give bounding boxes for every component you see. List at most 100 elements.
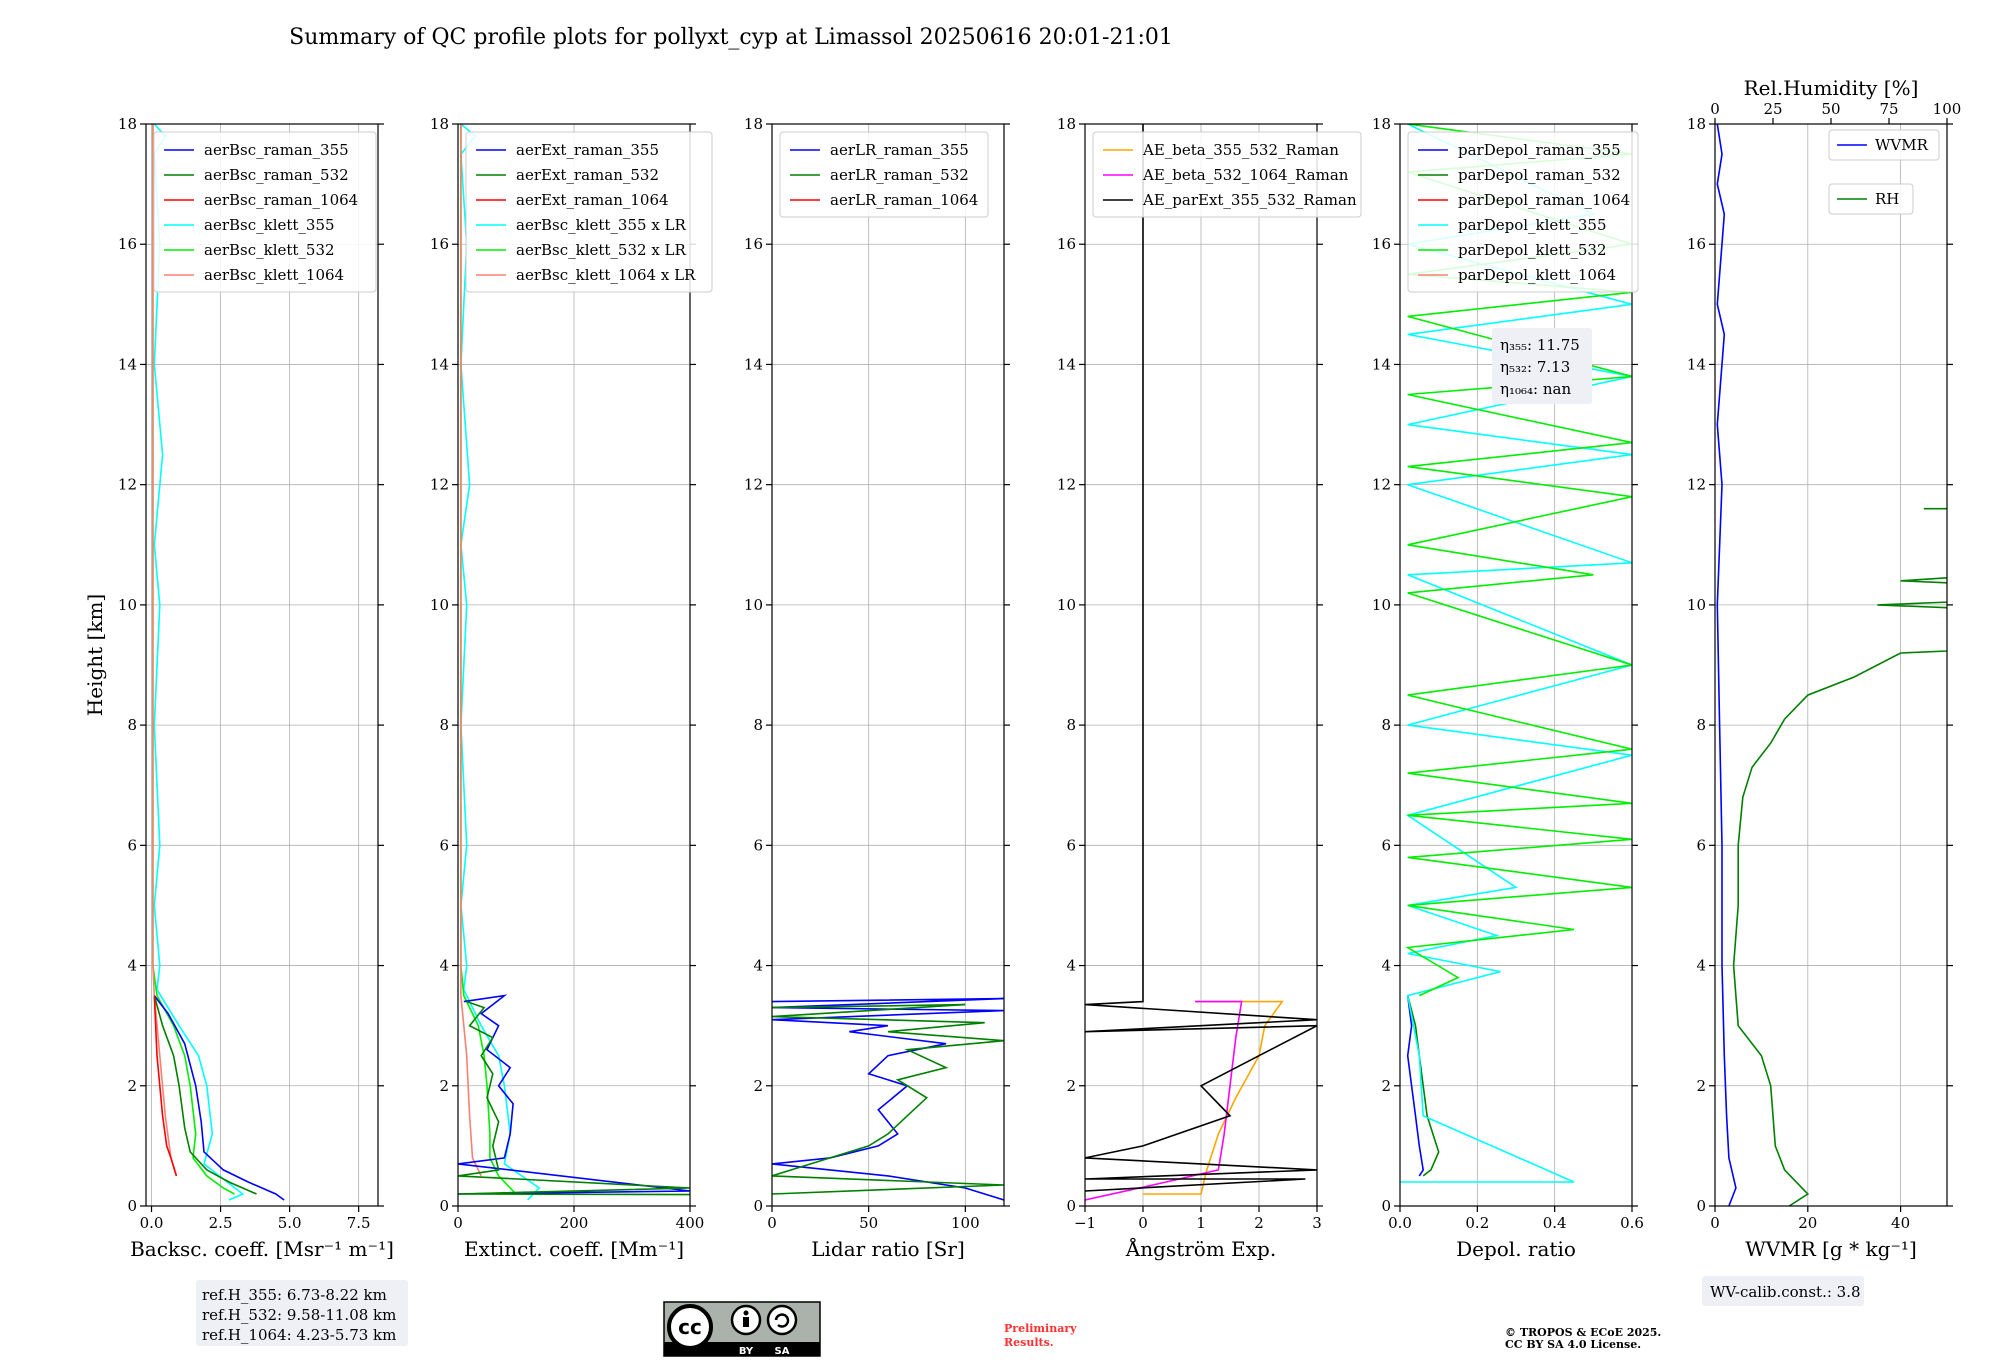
x-top-tick-label: 50	[1821, 100, 1840, 118]
y-tick-label: 4	[439, 957, 449, 975]
x-tick-label: 100	[951, 1214, 980, 1232]
plot-frame	[771, 123, 1005, 1207]
series-group	[458, 124, 690, 1201]
x-tick-label: 2	[1254, 1214, 1264, 1232]
y-tick-label: 18	[1057, 115, 1076, 133]
y-tick-label: 6	[1696, 836, 1706, 854]
y-tick-label: 4	[1381, 957, 1391, 975]
y-tick-label: 14	[1057, 355, 1076, 373]
x-axis-label: Ångström Exp.	[1125, 1236, 1276, 1261]
legend-label: aerBsc_raman_1064	[204, 191, 358, 209]
x-tick-label: 0.2	[1465, 1214, 1489, 1232]
wv-calibration-text: WV-calib.const.: 3.8	[1710, 1283, 1861, 1301]
y-tick-label: 4	[1696, 957, 1706, 975]
y-tick-label: 8	[1696, 716, 1706, 734]
svg-text:BY: BY	[739, 1346, 754, 1357]
text-line: © TROPOS & ECoE 2025.	[1505, 1326, 1661, 1339]
legend-label: aerLR_raman_1064	[830, 191, 978, 209]
series-line-aerBsc_klett_532 x LR	[460, 124, 517, 1195]
series-group	[1716, 124, 1947, 1206]
legend: aerExt_raman_355 aerExt_raman_532 aerExt_r…	[465, 131, 713, 293]
y-axis-label: Height [km]	[83, 594, 107, 716]
x-tick-label: 7.5	[347, 1214, 371, 1232]
x-tick-label: 40	[1891, 1214, 1910, 1232]
legend-label: aerBsc_klett_355 x LR	[516, 216, 687, 234]
reference-height-text: ref.H_1064: 4.23-5.73 km	[202, 1326, 396, 1344]
y-tick-label: 16	[1372, 235, 1391, 253]
copyright-note: © TROPOS & ECoE 2025. CC BY SA 4.0 Licens…	[1505, 1326, 1661, 1351]
y-tick-label: 18	[1687, 115, 1706, 133]
legend-label: parDepol_raman_532	[1458, 166, 1621, 184]
legend-label: aerBsc_klett_532	[204, 241, 335, 259]
legend-label: WVMR	[1875, 136, 1929, 154]
x-tick-label: 5.0	[278, 1214, 302, 1232]
series-line-parDepol_klett_355	[1400, 124, 1632, 1183]
y-tick-label: 16	[1057, 235, 1076, 253]
legend-label: aerExt_raman_532	[516, 166, 659, 184]
series-line-AE_parExt_355_532_Raman	[1085, 124, 1317, 1192]
y-tick-label: 10	[118, 596, 137, 614]
y-tick-label: 6	[1381, 836, 1391, 854]
x-tick-label: 200	[560, 1214, 589, 1232]
y-tick-label: 2	[1696, 1077, 1706, 1095]
series-group	[1085, 124, 1317, 1201]
legend-box	[465, 131, 713, 293]
y-tick-label: 8	[439, 716, 449, 734]
eta-calibration-text: η₁₀₆₄: nan	[1500, 380, 1571, 398]
legend: aerBsc_raman_355 aerBsc_raman_532 aerBsc_r…	[153, 131, 377, 293]
x-axis-label: Lidar ratio [Sr]	[811, 1237, 965, 1261]
x-tick-label: 3	[1312, 1214, 1322, 1232]
x-top-axis-label: Rel.Humidity [%]	[1744, 76, 1919, 100]
legend: aerLR_raman_355 aerLR_raman_532 aerLR_rama…	[779, 131, 989, 218]
y-tick-label: 18	[118, 115, 137, 133]
x-axis-label: Extinct. coeff. [Mm⁻¹]	[464, 1237, 684, 1261]
legend: AE_beta_355_532_Raman AE_beta_532_1064_Ra…	[1092, 131, 1362, 218]
y-tick-label: 0	[753, 1197, 763, 1215]
reference-height-box: ref.H_355: 6.73-8.22 km ref.H_532: 9.58-1…	[196, 1280, 408, 1346]
text-line: CC BY SA 4.0 License.	[1505, 1338, 1641, 1351]
text-line: Preliminary	[1004, 1322, 1077, 1335]
series-line-AE_beta_532_1064_Raman	[1085, 1000, 1243, 1201]
legend-label: parDepol_raman_355	[1458, 141, 1621, 159]
x-top-tick-label: 75	[1879, 100, 1898, 118]
y-tick-label: 4	[127, 957, 137, 975]
x-axis-label: Depol. ratio	[1456, 1237, 1576, 1261]
legend-box	[1828, 183, 1914, 215]
plot-frame	[1714, 123, 1948, 1207]
y-tick-label: 6	[439, 836, 449, 854]
y-tick-label: 10	[1372, 596, 1391, 614]
y-tick-label: 0	[127, 1197, 137, 1215]
cc-logo-icon	[667, 1304, 713, 1350]
series-line-AE_beta_355_532_Raman	[1143, 1000, 1284, 1195]
y-tick-label: 2	[1066, 1077, 1076, 1095]
legend-label: aerBsc_klett_1064 x LR	[516, 266, 696, 284]
calibration-box: η₃₅₅: 11.75 η₅₃₂: 7.13 η₁₀₆₄: nan	[1492, 328, 1592, 404]
series-line-WVMR	[1716, 124, 1737, 1206]
series-line-aerLR_raman_532	[772, 1003, 1004, 1195]
series-line-RH	[1732, 507, 1947, 1206]
y-tick-label: 8	[127, 716, 137, 734]
series-line-aerExt_raman_532	[458, 1000, 690, 1196]
svg-text:cc: cc	[678, 1315, 702, 1339]
x-tick-label: 50	[859, 1214, 878, 1232]
annotation-bg	[196, 1280, 408, 1346]
chart-panel-3: 0 2 4 6 8 10 12 14 16 18 0 50 100 Lidar ratio [Sr] aer…	[744, 115, 1010, 1261]
legend-label: aerLR_raman_355	[830, 141, 969, 159]
x-tick-label: 0	[1710, 1214, 1720, 1232]
y-tick-label: 14	[118, 355, 137, 373]
legend-box	[1407, 131, 1639, 293]
plot-frame	[1399, 123, 1633, 1207]
chart-panel-5: 0 2 4 6 8 10 12 14 16 18 0.0 0.2 0.4 0.6 Depol. ratio p…	[1372, 115, 1644, 1261]
x-tick-label: 1	[1196, 1214, 1206, 1232]
annotation-bg	[1492, 328, 1592, 404]
y-tick-label: 14	[744, 355, 763, 373]
chart-panel-1: 0 2 4 6 8 10 12 14 16 18 0.0 2.5 5.0 7.5 Backsc. coeff…	[118, 115, 394, 1261]
y-tick-label: 0	[1381, 1197, 1391, 1215]
series-group	[152, 124, 285, 1201]
legend-box	[1092, 131, 1362, 218]
legend-label: AE_beta_355_532_Raman	[1142, 141, 1339, 159]
annotation-bg	[1702, 1276, 1864, 1306]
legend-label: RH	[1875, 190, 1899, 208]
